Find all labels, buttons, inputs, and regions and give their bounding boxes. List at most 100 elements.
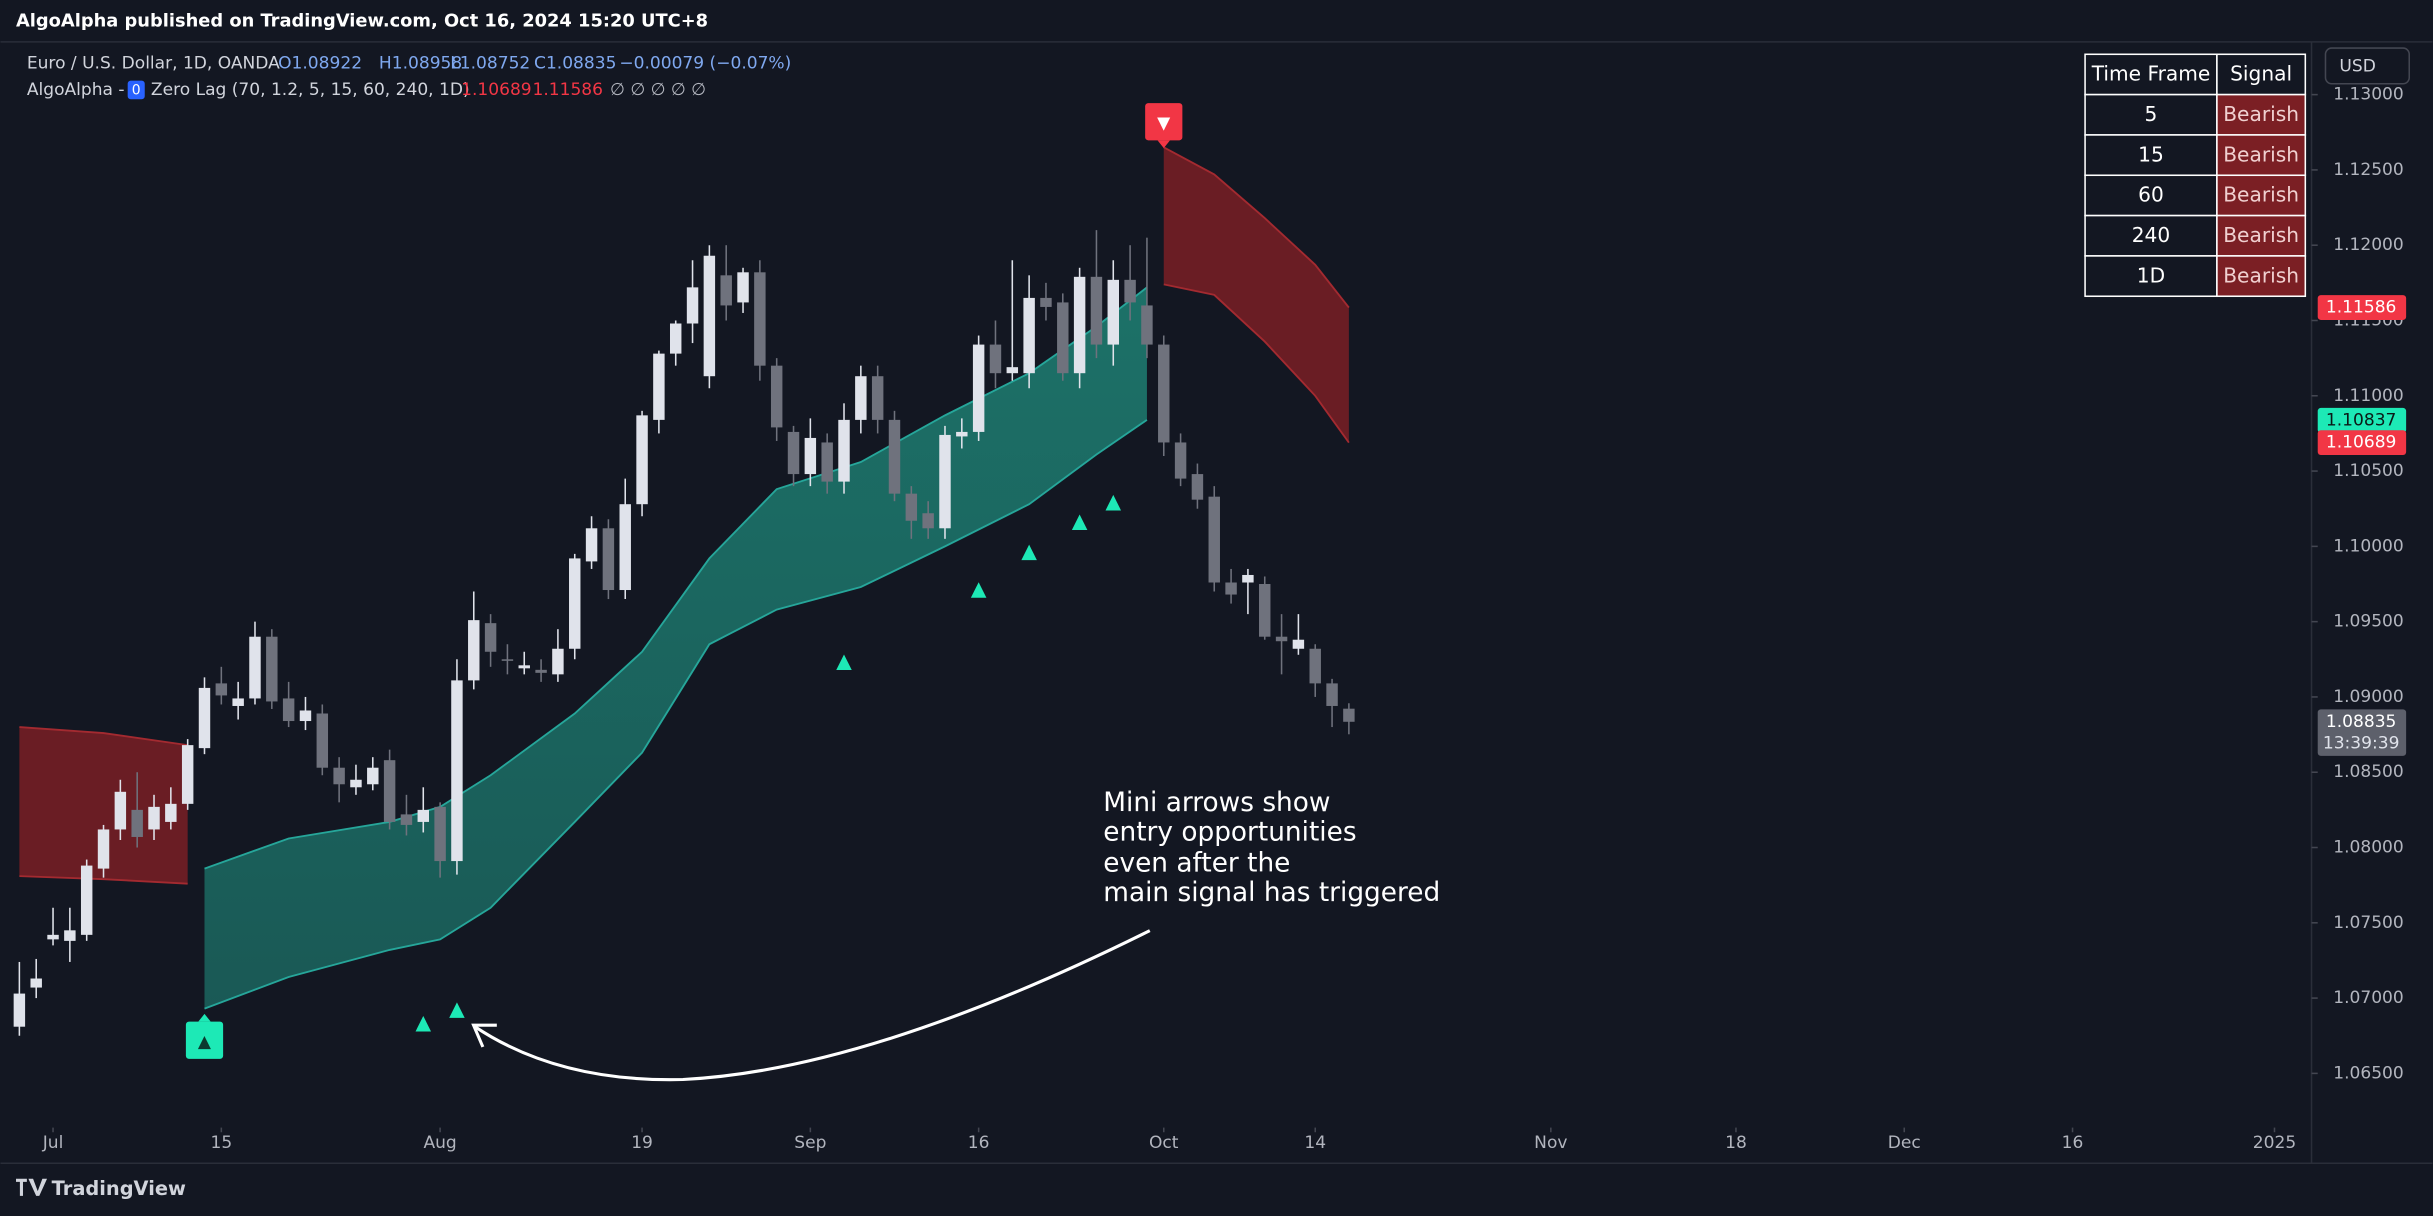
price-label-bg — [2317, 295, 2407, 320]
currency[interactable]: USD — [2339, 57, 2375, 77]
candle-body — [939, 434, 951, 529]
table-text: Bearish — [2223, 142, 2299, 166]
candle-body — [1275, 636, 1288, 642]
y-tick-label: 1.12500 — [2333, 160, 2404, 180]
price-label: 1.11586 — [2326, 298, 2397, 318]
published-title: AlgoAlpha published on TradingView.com, … — [16, 11, 708, 32]
candle-body — [13, 993, 26, 1027]
footer-logo — [16, 1178, 48, 1196]
x-tick-label: 15 — [210, 1133, 232, 1153]
candle-body — [1309, 648, 1321, 684]
currency-button[interactable] — [2324, 47, 2411, 85]
arrow-head — [471, 1023, 497, 1048]
candle-body — [1191, 474, 1204, 500]
candle-body — [383, 760, 396, 822]
annotation-line: Mini arrows show — [1103, 788, 1330, 818]
table-text: Bearish — [2223, 223, 2299, 247]
table-cell — [2216, 134, 2307, 177]
y-tick-label: 1.09000 — [2333, 687, 2404, 707]
top-bar — [0, 0, 2433, 42]
candle-body — [754, 272, 766, 366]
table-text: 240 — [2132, 223, 2170, 247]
candle-body — [619, 504, 631, 591]
price-label: 1.10837 — [2326, 410, 2397, 430]
candle-body — [215, 683, 228, 696]
band-fill — [19, 727, 188, 884]
price-label-bg — [2317, 430, 2407, 456]
overlay: Euro / U.S. Dollar, 1D, OANDA O1.08922 H… — [16, 47, 2411, 1200]
candle-body — [989, 344, 1002, 374]
candle-body — [114, 791, 127, 830]
candle-body — [434, 806, 446, 862]
signal-box — [185, 1021, 224, 1059]
band-upper — [1163, 146, 1350, 309]
candle-body — [484, 623, 497, 652]
candle-body — [417, 809, 430, 822]
signal-pointer — [1157, 140, 1170, 149]
badge: 0 — [132, 83, 141, 99]
table-text: Bearish — [2223, 263, 2299, 287]
candle-body — [804, 437, 817, 475]
ohlc-low: L1.08752 — [450, 54, 530, 74]
candle-body — [703, 255, 716, 377]
table-header-cell — [2084, 53, 2218, 96]
annotation-arrow — [474, 929, 1151, 1082]
candle-body — [1073, 276, 1086, 374]
candle-body — [905, 493, 918, 521]
candle-body — [468, 620, 480, 681]
x-tick-label: Aug — [423, 1133, 456, 1153]
candle-body — [282, 698, 295, 722]
candle-body — [1124, 279, 1136, 303]
study-value: 1.11586 — [533, 80, 604, 100]
table-header-text: Signal — [2230, 62, 2292, 86]
candle-body — [1174, 442, 1187, 479]
table-cell — [2216, 93, 2307, 136]
candle-body — [97, 829, 110, 869]
candle-body — [821, 442, 833, 482]
x-tick-label: Sep — [794, 1133, 826, 1153]
x-tick-label: Oct — [1149, 1133, 1179, 1153]
table-text: 15 — [2138, 142, 2164, 166]
signal-box — [1145, 103, 1183, 141]
band-upper — [19, 726, 188, 747]
candle-body — [720, 275, 732, 306]
mini-arrow — [970, 582, 987, 598]
candle-body — [316, 713, 329, 768]
candle-body — [972, 344, 985, 432]
candle-body — [232, 698, 244, 706]
candle-body — [249, 636, 261, 699]
candle-body — [1107, 279, 1119, 345]
candle-body — [1343, 708, 1355, 722]
signal-glyph: ▼ — [1157, 113, 1171, 133]
mini-arrow — [1071, 514, 1088, 531]
badge-bg — [127, 80, 145, 100]
candle-body — [1158, 344, 1170, 443]
y-tick-label: 1.07000 — [2333, 988, 2404, 1008]
y-tick-label: 1.09500 — [2333, 612, 2404, 632]
candle-body — [266, 636, 278, 702]
y-tick-label: 1.10500 — [2333, 461, 2404, 481]
x-tick-label: 19 — [631, 1133, 653, 1153]
candle-body — [770, 365, 783, 428]
table-text: 1D — [2137, 263, 2165, 287]
candle-body — [198, 687, 211, 749]
band-lower — [204, 419, 1148, 1010]
table-cell — [2084, 255, 2218, 298]
candle-body — [30, 978, 42, 988]
candle-body — [64, 930, 76, 941]
mini-arrow — [415, 1015, 432, 1032]
plot: 1.06500 1.07000 1.07500 1.08000 1.08500 1.090… — [13, 85, 2407, 1153]
y-tick-label: 1.08000 — [2333, 838, 2404, 858]
table-cell — [2216, 174, 2307, 217]
annotation-line: entry opportunities — [1103, 817, 1356, 847]
y-tick-label: 1.08500 — [2333, 762, 2404, 782]
candle-body — [367, 767, 379, 785]
candle-body — [1023, 297, 1035, 374]
candle-body — [1090, 276, 1103, 345]
band-fill — [1163, 147, 1349, 443]
candle-body — [501, 659, 514, 661]
ohlc-high: H1.08958 — [379, 54, 462, 74]
candle-body — [1141, 305, 1153, 345]
